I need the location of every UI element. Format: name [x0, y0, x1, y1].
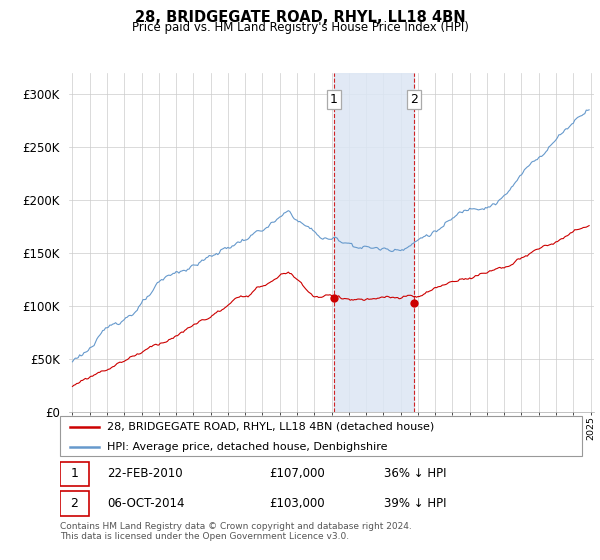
- FancyBboxPatch shape: [60, 416, 582, 456]
- Text: 28, BRIDGEGATE ROAD, RHYL, LL18 4BN (detached house): 28, BRIDGEGATE ROAD, RHYL, LL18 4BN (det…: [107, 422, 434, 432]
- Text: Contains HM Land Registry data © Crown copyright and database right 2024.: Contains HM Land Registry data © Crown c…: [60, 522, 412, 531]
- Bar: [334, 73, 414, 412]
- Text: £107,000: £107,000: [269, 468, 325, 480]
- Text: 1: 1: [70, 468, 78, 480]
- Text: This data is licensed under the Open Government Licence v3.0.: This data is licensed under the Open Gov…: [60, 532, 349, 541]
- Text: HPI: Average price, detached house, Denbighshire: HPI: Average price, detached house, Denb…: [107, 442, 388, 452]
- Text: 22-FEB-2010: 22-FEB-2010: [107, 468, 182, 480]
- Text: 39% ↓ HPI: 39% ↓ HPI: [383, 497, 446, 510]
- FancyBboxPatch shape: [60, 491, 89, 516]
- FancyBboxPatch shape: [60, 461, 89, 486]
- Text: 36% ↓ HPI: 36% ↓ HPI: [383, 468, 446, 480]
- Text: 2: 2: [70, 497, 78, 510]
- Text: 1: 1: [330, 93, 338, 106]
- Text: 06-OCT-2014: 06-OCT-2014: [107, 497, 184, 510]
- Text: 28, BRIDGEGATE ROAD, RHYL, LL18 4BN: 28, BRIDGEGATE ROAD, RHYL, LL18 4BN: [134, 10, 466, 25]
- Text: Price paid vs. HM Land Registry's House Price Index (HPI): Price paid vs. HM Land Registry's House …: [131, 21, 469, 34]
- Text: 2: 2: [410, 93, 418, 106]
- Text: £103,000: £103,000: [269, 497, 325, 510]
